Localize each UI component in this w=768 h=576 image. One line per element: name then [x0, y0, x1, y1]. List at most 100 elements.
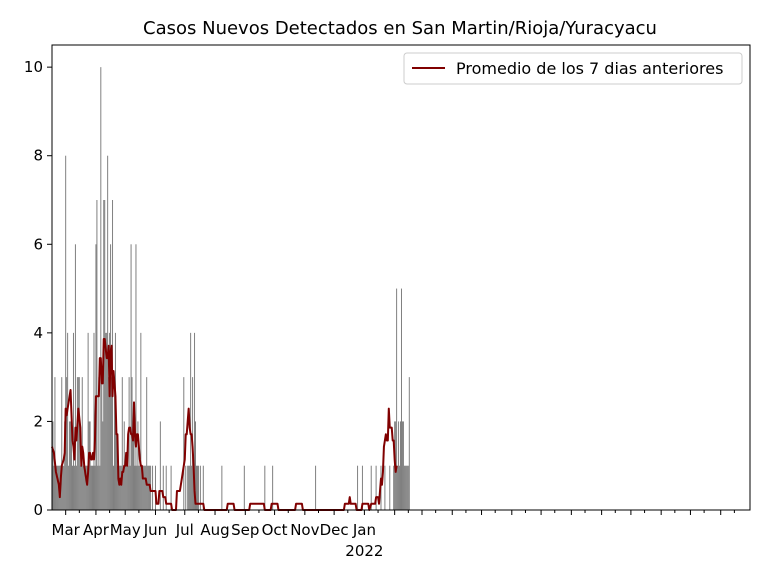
bar [146, 377, 148, 510]
bar [106, 332, 108, 510]
bar [71, 421, 73, 510]
bar [384, 465, 386, 510]
bar [93, 332, 95, 510]
bar [401, 421, 403, 510]
bar [68, 465, 70, 510]
bar [104, 200, 106, 510]
bar [120, 465, 122, 510]
bar [73, 465, 75, 510]
bar [183, 377, 185, 510]
bar [400, 288, 402, 510]
bar [105, 332, 107, 510]
bar [130, 244, 132, 511]
bar [197, 465, 199, 510]
bar [357, 465, 359, 510]
bar [189, 465, 191, 510]
bar [405, 465, 407, 510]
x-tick-label: Jun [143, 521, 167, 539]
bar [83, 465, 85, 510]
bar-series [51, 67, 410, 511]
plot-frame [51, 44, 751, 511]
y-tick-label: 10 [24, 58, 43, 76]
bar [139, 465, 141, 510]
bar [63, 465, 65, 510]
bar [195, 421, 196, 510]
bar [399, 465, 401, 510]
bar [78, 377, 80, 510]
y-tick-label: 2 [33, 412, 43, 430]
bar [315, 465, 317, 510]
bar [57, 465, 59, 510]
bar [121, 377, 123, 510]
average-line [51, 338, 398, 511]
bar [126, 465, 128, 510]
bar [80, 465, 82, 510]
bar [91, 465, 93, 510]
bar [148, 465, 150, 510]
bar [118, 465, 120, 510]
bar [194, 332, 196, 510]
bar [187, 465, 189, 510]
bar [396, 288, 398, 510]
x-tick-label: Jan [352, 521, 376, 539]
bar [75, 465, 77, 510]
bar [406, 465, 408, 510]
bar [370, 465, 372, 510]
bar [134, 465, 136, 510]
bar [100, 67, 102, 510]
bar [109, 332, 111, 510]
bar [393, 465, 395, 510]
bar [128, 377, 130, 510]
bar [191, 465, 193, 510]
bar [190, 332, 192, 510]
bar [125, 465, 127, 510]
bar [145, 465, 147, 510]
bar [147, 465, 149, 510]
bar [403, 465, 405, 510]
line-series [51, 338, 398, 511]
x-tick-label: May [110, 521, 141, 539]
bar [101, 377, 103, 510]
x-tick-label: Mar [52, 521, 81, 539]
x-tick-label: Jul [175, 521, 194, 539]
bar [108, 377, 110, 510]
bar [52, 421, 54, 510]
bar [152, 465, 154, 510]
bar [86, 465, 88, 510]
bar [95, 244, 97, 511]
x-tick-label: Dec [320, 521, 349, 539]
bar [143, 465, 145, 510]
bar [132, 421, 134, 510]
bar [131, 377, 133, 510]
bar [188, 465, 190, 510]
bar [102, 421, 104, 510]
bar [138, 465, 140, 510]
bar [84, 465, 86, 510]
bar [162, 465, 164, 510]
bar [170, 465, 172, 510]
bar [122, 465, 124, 510]
bar [185, 465, 187, 510]
bar [113, 377, 115, 510]
bar [127, 465, 129, 510]
bar [137, 421, 139, 510]
bar [154, 465, 156, 510]
bar [408, 377, 410, 510]
legend-label: Promedio de los 7 dias anteriores [456, 59, 723, 78]
bar [159, 421, 161, 510]
bar [264, 465, 266, 510]
bar [165, 465, 167, 510]
bar [82, 465, 84, 510]
chart-title: Casos Nuevos Detectados en San Martin/Ri… [143, 18, 657, 39]
bar [98, 377, 100, 510]
bar [115, 421, 117, 510]
bar [404, 465, 406, 510]
bar [402, 421, 404, 510]
bar [89, 421, 91, 510]
bar [133, 421, 135, 510]
bar [243, 465, 245, 510]
x-tick-label: Apr [83, 521, 110, 539]
bar [55, 465, 57, 510]
y-tick-label: 4 [33, 324, 43, 342]
